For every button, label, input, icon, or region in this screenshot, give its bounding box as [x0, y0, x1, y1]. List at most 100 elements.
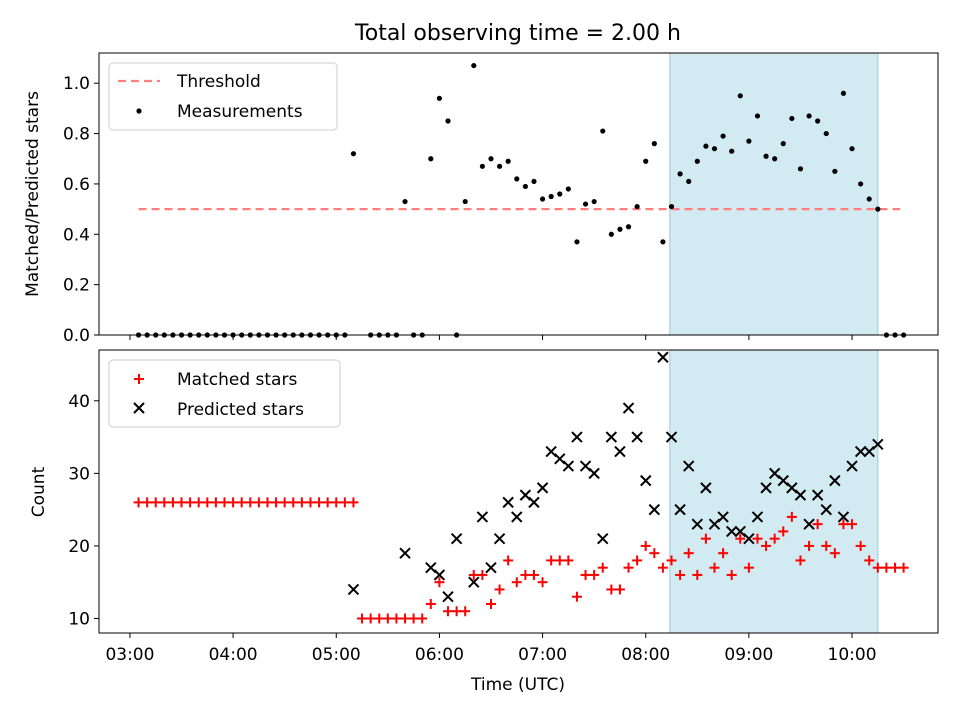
matched-star-point — [718, 548, 729, 559]
matched-star-point — [786, 511, 797, 522]
matched-star-point — [726, 569, 737, 580]
matched-star-point — [288, 497, 299, 508]
matched-star-point — [709, 562, 720, 573]
matched-star-point — [614, 584, 625, 595]
measurement-point — [763, 153, 769, 159]
bottom-y-axis: 10 20 30 40 — [68, 392, 99, 629]
matched-star-point — [666, 555, 677, 566]
matched-star-point — [675, 569, 686, 580]
matched-star-point — [829, 548, 840, 559]
measurement-point — [823, 130, 829, 137]
measurement-point — [780, 141, 786, 147]
matched-star-point — [339, 497, 350, 508]
measurement-point — [565, 186, 571, 192]
measurement-point — [832, 168, 838, 174]
x-axis-label: Time (UTC) — [470, 675, 565, 695]
legend-predicted-swatch — [133, 402, 145, 414]
matched-star-point — [434, 577, 445, 588]
top-legend: Threshold Measurements — [108, 62, 338, 131]
bottom-y-tick-label: 20 — [68, 537, 90, 557]
legend-measurements-swatch — [136, 108, 142, 114]
x-tick-label: 08:00 — [621, 645, 670, 665]
measurement-point — [582, 201, 589, 207]
matched-star-point — [314, 497, 325, 508]
legend-matched-label: Matched stars — [177, 370, 297, 390]
measurement-point — [754, 113, 761, 119]
matched-star-point — [417, 613, 428, 624]
matched-star-point — [881, 562, 892, 573]
measurement-point — [815, 118, 821, 124]
measurement-point — [660, 239, 666, 245]
measurement-point — [746, 138, 752, 144]
top-plot-frame — [98, 52, 939, 336]
matched-star-point — [468, 569, 479, 580]
matched-star-point — [400, 613, 411, 624]
measurement-point — [789, 115, 795, 122]
x-tick-label: 05:00 — [312, 645, 361, 665]
measurement-point — [462, 198, 468, 205]
matched-star-point — [210, 497, 221, 508]
matched-star-point — [245, 497, 256, 508]
predicted-star-point — [562, 460, 575, 472]
matched-star-point — [193, 497, 204, 508]
measurement-point — [505, 158, 511, 164]
predicted-star-point — [485, 561, 497, 574]
predicted-star-point — [700, 482, 712, 494]
top-y-tick-label: 0.4 — [63, 225, 90, 245]
predicted-star-points — [347, 351, 884, 603]
measurement-point — [643, 158, 649, 164]
matched-star-point — [271, 497, 282, 508]
predicted-star-point — [846, 460, 858, 472]
predicted-star-point — [442, 591, 454, 603]
matched-star-point — [838, 519, 849, 530]
measurement-point — [479, 163, 485, 169]
measurement-point — [539, 196, 546, 202]
bottom-legend: Matched stars Predicted stars — [108, 359, 341, 428]
predicted-star-point — [399, 547, 411, 559]
matched-star-point — [761, 540, 772, 551]
bottom-x-axis: 03:00 04:00 05:00 06:00 07:00 08:00 09:00 10:00 — [105, 633, 877, 665]
measurement-point — [711, 146, 718, 152]
matched-star-point — [778, 526, 789, 537]
predicted-star-point — [536, 482, 549, 494]
measurement-point — [522, 183, 528, 190]
predicted-star-point — [794, 489, 807, 501]
measurement-point — [772, 156, 778, 162]
predicted-star-point — [854, 445, 867, 458]
bottom-y-tick-label: 40 — [68, 392, 90, 412]
matched-star-point — [700, 533, 711, 544]
top-x-axis — [129, 335, 853, 340]
matched-star-point — [236, 497, 247, 508]
matched-star-point — [623, 562, 634, 573]
matched-star-point — [176, 497, 187, 508]
measurement-point — [677, 171, 683, 177]
predicted-star-point — [657, 351, 669, 363]
measurement-point — [617, 226, 623, 232]
matched-star-point — [425, 598, 436, 609]
predicted-star-point — [872, 438, 884, 451]
bottom-legend-box — [108, 359, 341, 428]
matched-star-point — [382, 613, 393, 624]
predicted-star-point — [682, 460, 695, 472]
top-panel: 0.0 0.2 0.4 0.6 0.8 1.0 Matched/Predicted sta… — [23, 52, 939, 346]
measurement-point — [866, 196, 872, 202]
measurement-point — [574, 239, 580, 245]
measurement-point — [651, 141, 657, 147]
matched-star-point — [322, 497, 333, 508]
matched-star-point — [855, 540, 866, 551]
measurement-point — [548, 193, 554, 200]
bottom-y-tick-label: 10 — [68, 609, 90, 629]
matched-star-point — [692, 569, 703, 580]
legend-matched-swatch — [134, 374, 144, 384]
matched-star-point — [554, 555, 565, 566]
matched-star-point — [133, 497, 144, 508]
matched-star-point — [769, 533, 780, 544]
matched-star-point — [443, 606, 454, 617]
matched-star-point — [348, 497, 359, 508]
measurement-point — [849, 146, 855, 152]
predicted-star-point — [493, 532, 506, 545]
top-y-axis-label: Matched/Predicted stars — [23, 91, 43, 297]
top-y-tick-label: 0.0 — [63, 326, 90, 346]
matched-star-point — [228, 497, 239, 508]
